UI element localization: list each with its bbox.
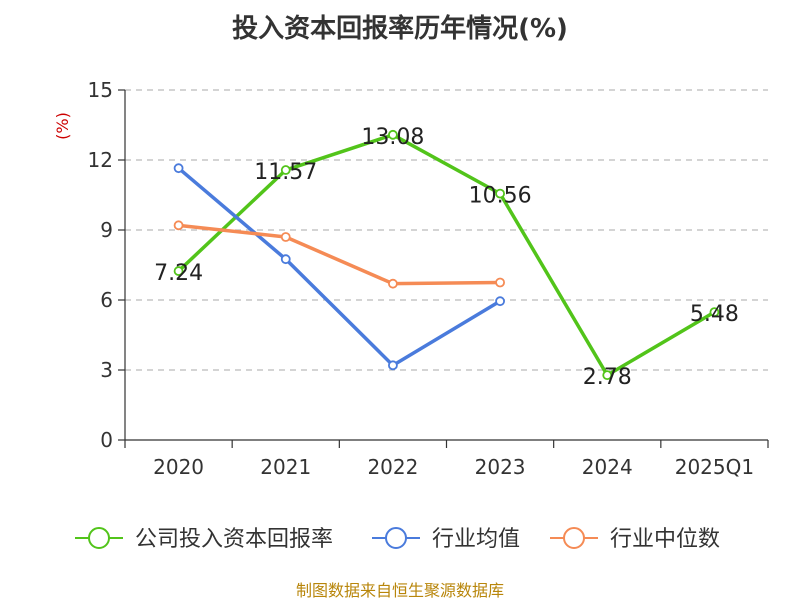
y-tick-label: 15 xyxy=(88,78,113,102)
x-tick-label: 2020 xyxy=(153,455,204,479)
data-point xyxy=(495,296,505,307)
data-point xyxy=(602,370,613,381)
x-tick-label: 2025Q1 xyxy=(675,455,754,479)
y-tick-label: 12 xyxy=(88,148,113,172)
data-label: 11.57 xyxy=(254,160,317,185)
legend[interactable]: 公司投入资本回报率 行业均值 行业中位数 xyxy=(75,527,720,552)
x-tick-label: 2021 xyxy=(260,455,311,479)
data-point xyxy=(280,165,291,175)
series-line xyxy=(177,133,716,377)
y-tick-label: 0 xyxy=(100,428,113,452)
data-label: 10.56 xyxy=(469,184,532,209)
legend-circle-icon xyxy=(563,527,585,549)
data-point xyxy=(173,220,184,231)
series-lines xyxy=(173,129,720,381)
series-line xyxy=(177,166,501,368)
data-label: 5.48 xyxy=(690,302,739,327)
legend-item[interactable]: 公司投入资本回报率 xyxy=(75,527,333,552)
x-tick-label: 2024 xyxy=(582,455,633,479)
source-note: 制图数据来自恒生聚源数据库 xyxy=(295,581,504,600)
data-point xyxy=(495,277,505,288)
data-point xyxy=(388,278,398,289)
legend-label: 行业均值 xyxy=(432,527,520,552)
y-tick-label: 3 xyxy=(100,358,113,382)
data-labels: 7.24 11.57 13.08 10.56 2.78 5.48 xyxy=(154,125,739,390)
x-tick-label: 2023 xyxy=(475,455,526,479)
legend-circle-icon xyxy=(88,527,110,549)
grid-lines xyxy=(125,89,768,371)
y-tick-label: 6 xyxy=(100,288,113,312)
data-point xyxy=(280,254,291,265)
x-tick-label: 2022 xyxy=(367,455,418,479)
y-axis-label: (%) xyxy=(53,112,72,140)
data-point xyxy=(173,163,184,174)
series-line xyxy=(178,223,501,286)
chart-title: 投入资本回报率历年情况(%) xyxy=(232,14,568,44)
data-label: 13.08 xyxy=(361,125,424,150)
data-point xyxy=(388,129,398,140)
legend-circle-icon xyxy=(385,527,407,549)
axes: 0 3 6 9 12 15 2020 2021 2022 2023 2024 2025Q1 xyxy=(88,78,769,479)
data-point xyxy=(495,188,505,199)
data-point xyxy=(709,307,720,318)
legend-label: 公司投入资本回报率 xyxy=(135,527,333,552)
data-point xyxy=(388,360,398,371)
y-tick-label: 9 xyxy=(100,218,113,242)
legend-label: 行业中位数 xyxy=(610,527,720,552)
legend-item[interactable]: 行业中位数 xyxy=(550,527,720,552)
data-point xyxy=(173,266,184,276)
legend-item[interactable]: 行业均值 xyxy=(372,527,520,552)
data-point xyxy=(280,232,291,242)
data-label: 7.24 xyxy=(154,261,203,286)
data-label: 2.78 xyxy=(583,365,632,390)
